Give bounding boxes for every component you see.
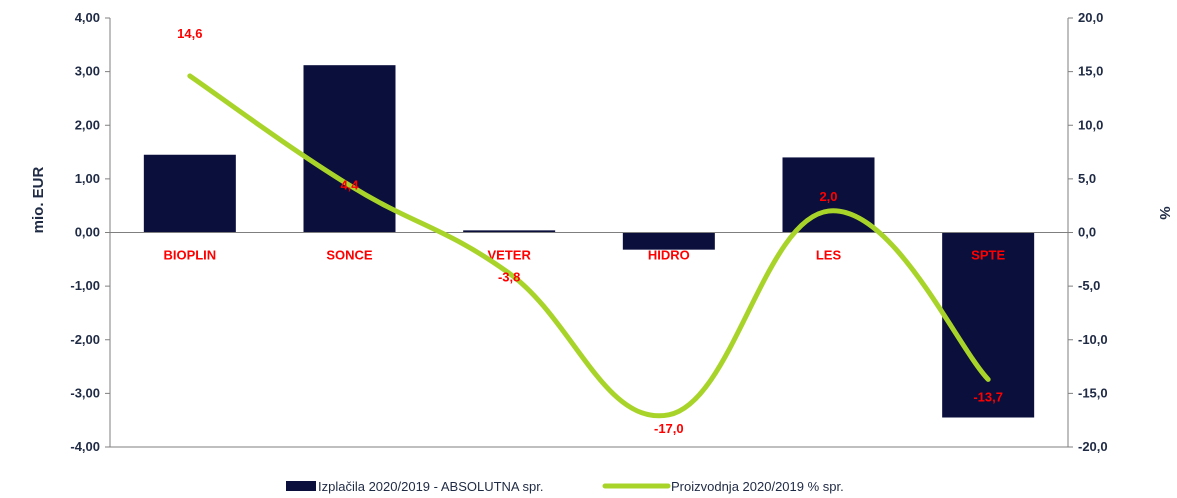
- category-label: SPTE: [971, 248, 1005, 263]
- right-axis-ticks: 20,0 15,0 10,0 5,0 0,0 -5,0 -10,0 -15,0 -20,0: [1068, 10, 1108, 454]
- left-tick-label: -1,00: [70, 278, 100, 293]
- line-data-label: -3,8: [498, 269, 520, 284]
- bar: [463, 230, 556, 233]
- bar: [942, 232, 1035, 418]
- right-tick-label: -10,0: [1078, 332, 1108, 347]
- category-label: SONCE: [326, 248, 373, 263]
- right-tick-label: 20,0: [1078, 10, 1103, 25]
- legend-line-label: Proizvodnja 2020/2019 % spr.: [671, 479, 844, 494]
- category-label: HIDRO: [648, 248, 690, 263]
- left-tick-label: -4,00: [70, 439, 100, 454]
- right-tick-label: -20,0: [1078, 439, 1108, 454]
- right-tick-label: -5,0: [1078, 278, 1100, 293]
- right-tick-label: 10,0: [1078, 117, 1103, 132]
- line-data-labels: 14,6 4,4 -3,8 -17,0 2,0 -13,7: [177, 26, 1003, 436]
- right-tick-label: -15,0: [1078, 385, 1108, 400]
- line-data-label: 4,4: [340, 177, 359, 192]
- category-label: LES: [816, 248, 842, 263]
- legend-bar-label: Izplačila 2020/2019 - ABSOLUTNA spr.: [318, 479, 543, 494]
- category-label: VETER: [487, 248, 531, 263]
- left-tick-label: 4,00: [75, 10, 100, 25]
- right-tick-label: 0,0: [1078, 225, 1096, 240]
- left-tick-label: -2,00: [70, 332, 100, 347]
- y2-axis-title: %: [1156, 206, 1173, 219]
- left-tick-label: 0,00: [75, 225, 100, 240]
- bar: [303, 65, 396, 233]
- axes: [109, 18, 1069, 448]
- legend: Izplačila 2020/2019 - ABSOLUTNA spr. Pro…: [286, 479, 844, 494]
- legend-bar-swatch: [286, 481, 316, 491]
- y-axis-title: mio. EUR: [30, 167, 47, 234]
- category-labels: BIOPLIN SONCE VETER HIDRO LES SPTE: [163, 248, 1005, 263]
- right-tick-label: 15,0: [1078, 64, 1103, 79]
- bar: [143, 154, 236, 233]
- line-data-label: -17,0: [654, 421, 684, 436]
- bar-series: [143, 65, 1035, 418]
- line-data-label: 2,0: [819, 189, 837, 204]
- left-axis-ticks: 4,00 3,00 2,00 1,00 0,00 -1,00 -2,00 -3,00 -4,00: [70, 10, 110, 454]
- left-tick-label: 1,00: [75, 171, 100, 186]
- category-label: BIOPLIN: [163, 248, 216, 263]
- left-tick-label: -3,00: [70, 385, 100, 400]
- bar: [622, 232, 715, 250]
- line-series: [187, 73, 991, 419]
- line-data-label: 14,6: [177, 26, 202, 41]
- line-path: [187, 73, 991, 419]
- left-tick-label: 3,00: [75, 64, 100, 79]
- line-data-label: -13,7: [973, 389, 1003, 404]
- left-tick-label: 2,00: [75, 117, 100, 132]
- right-tick-label: 5,0: [1078, 171, 1096, 186]
